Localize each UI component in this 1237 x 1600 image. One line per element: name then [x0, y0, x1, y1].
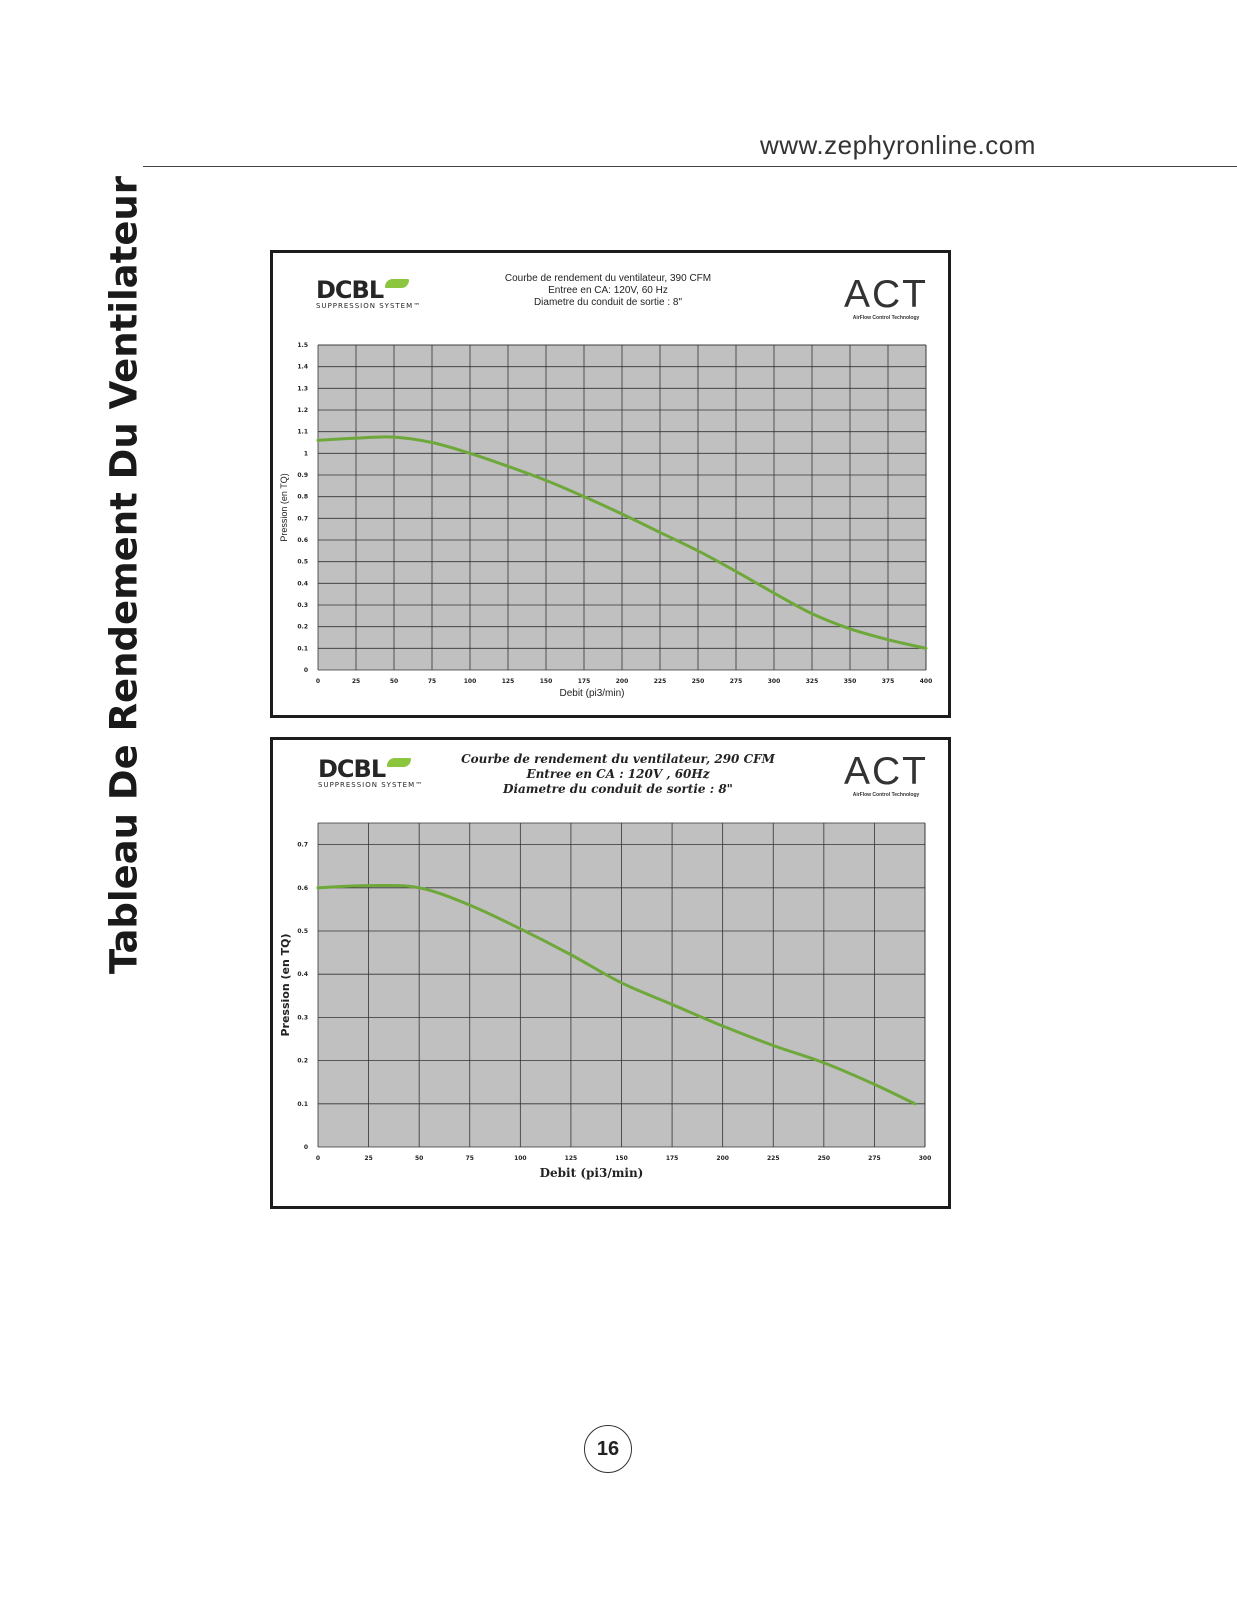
x-tick-label: 50 — [415, 1155, 423, 1162]
page-title: Tableau De Rendement Du Ventilateur — [102, 175, 146, 975]
y-tick-label: 0.7 — [297, 515, 308, 522]
y-tick-label: 0.6 — [297, 537, 308, 544]
x-tick-label: 175 — [578, 678, 591, 685]
y-tick-label: 0.7 — [297, 842, 308, 849]
y-tick-label: 0.4 — [297, 580, 308, 587]
chart-plot: 0 25 50 75 100 125 150 175 200 225 250 275 300 325 350… — [279, 342, 933, 699]
fan-curve-line — [316, 435, 928, 650]
site-url: www.zephyronline.com — [760, 130, 1036, 160]
leaf-icon — [385, 279, 410, 288]
x-tick-label: 275 — [868, 1155, 881, 1162]
x-tick-label: 325 — [806, 678, 819, 685]
x-tick-label: 275 — [730, 678, 743, 685]
y-tick-label: 1 — [304, 450, 308, 457]
x-tick-label: 75 — [428, 678, 436, 685]
y-tick-label: 0 — [304, 1144, 308, 1151]
x-tick-label: 200 — [616, 678, 629, 685]
y-tick-label: 0.6 — [297, 885, 308, 892]
y-tick-label: 0.1 — [297, 1101, 308, 1108]
x-tick-label: 100 — [514, 1155, 527, 1162]
x-tick-label: 100 — [464, 678, 477, 685]
y-tick-label: 0.1 — [297, 645, 308, 652]
chart-panel-390cfm: DCBL SUPPRESSION SYSTEM™ Courbe de rende… — [270, 250, 951, 718]
fan-curve-line — [316, 883, 917, 1106]
y-tick-label: 0.9 — [297, 472, 308, 479]
y-tick-label: 1.2 — [297, 407, 308, 414]
x-axis-label: Debit (pi3/min) — [559, 688, 624, 699]
chart-plot: 0 25 50 75 100 125 150 175 200 225 250 275 300 0 0.1 0.… — [279, 822, 932, 1180]
y-tick-label: 0.3 — [297, 1014, 308, 1021]
x-tick-label: 50 — [390, 678, 398, 685]
y-tick-label: 1.4 — [297, 364, 308, 371]
x-tick-label: 25 — [352, 678, 360, 685]
y-tick-label: 0.5 — [297, 928, 308, 935]
leaf-icon — [387, 758, 412, 767]
x-tick-label: 125 — [502, 678, 515, 685]
x-tick-label: 300 — [768, 678, 781, 685]
act-logo: ACT AirFlow Control Technology — [844, 750, 928, 798]
x-tick-label: 350 — [844, 678, 857, 685]
y-axis-label: Pression (en TQ) — [279, 933, 292, 1036]
x-axis-label: Debit (pi3/min) — [540, 1166, 644, 1180]
y-tick-label: 0.4 — [297, 971, 308, 978]
x-tick-label: 250 — [818, 1155, 831, 1162]
header-rule — [143, 166, 1237, 167]
x-tick-label: 125 — [565, 1155, 578, 1162]
x-tick-label: 250 — [692, 678, 705, 685]
x-tick-label: 25 — [364, 1155, 372, 1162]
y-tick-label: 0.2 — [297, 624, 308, 631]
y-tick-label: 0.8 — [297, 494, 308, 501]
x-tick-label: 200 — [716, 1155, 729, 1162]
x-tick-label: 375 — [882, 678, 895, 685]
x-tick-label: 225 — [654, 678, 667, 685]
x-tick-label: 0 — [316, 678, 320, 685]
x-tick-label: 225 — [767, 1155, 780, 1162]
x-tick-label: 175 — [666, 1155, 679, 1162]
y-tick-label: 1.3 — [297, 385, 308, 392]
y-tick-label: 0.3 — [297, 602, 308, 609]
y-tick-label: 0.2 — [297, 1058, 308, 1065]
chart-title: Courbe de rendement du ventilateur, 390 … — [504, 273, 712, 308]
y-tick-label: 1.5 — [297, 342, 308, 349]
x-tick-label: 400 — [920, 678, 933, 685]
x-tick-label: 300 — [919, 1155, 932, 1162]
y-tick-label: 0.5 — [297, 559, 308, 566]
y-tick-label: 1.1 — [297, 429, 308, 436]
x-tick-label: 0 — [316, 1155, 320, 1162]
x-tick-label: 75 — [466, 1155, 474, 1162]
y-tick-label: 0 — [304, 667, 308, 674]
chart-title: Courbe de rendement du ventilateur, 290 … — [461, 752, 775, 796]
x-tick-label: 150 — [615, 1155, 628, 1162]
act-logo: ACT AirFlow Control Technology — [844, 273, 928, 321]
page-number: 16 — [584, 1425, 632, 1473]
chart-panel-290cfm: DCBL SUPPRESSION SYSTEM™ Courbe de rende… — [270, 737, 951, 1209]
dcbl-logo: DCBL SUPPRESSION SYSTEM™ — [318, 755, 424, 789]
dcbl-logo: DCBL SUPPRESSION SYSTEM™ — [316, 276, 422, 310]
y-axis-label: Pression (en TQ) — [279, 473, 289, 541]
x-tick-label: 150 — [540, 678, 553, 685]
